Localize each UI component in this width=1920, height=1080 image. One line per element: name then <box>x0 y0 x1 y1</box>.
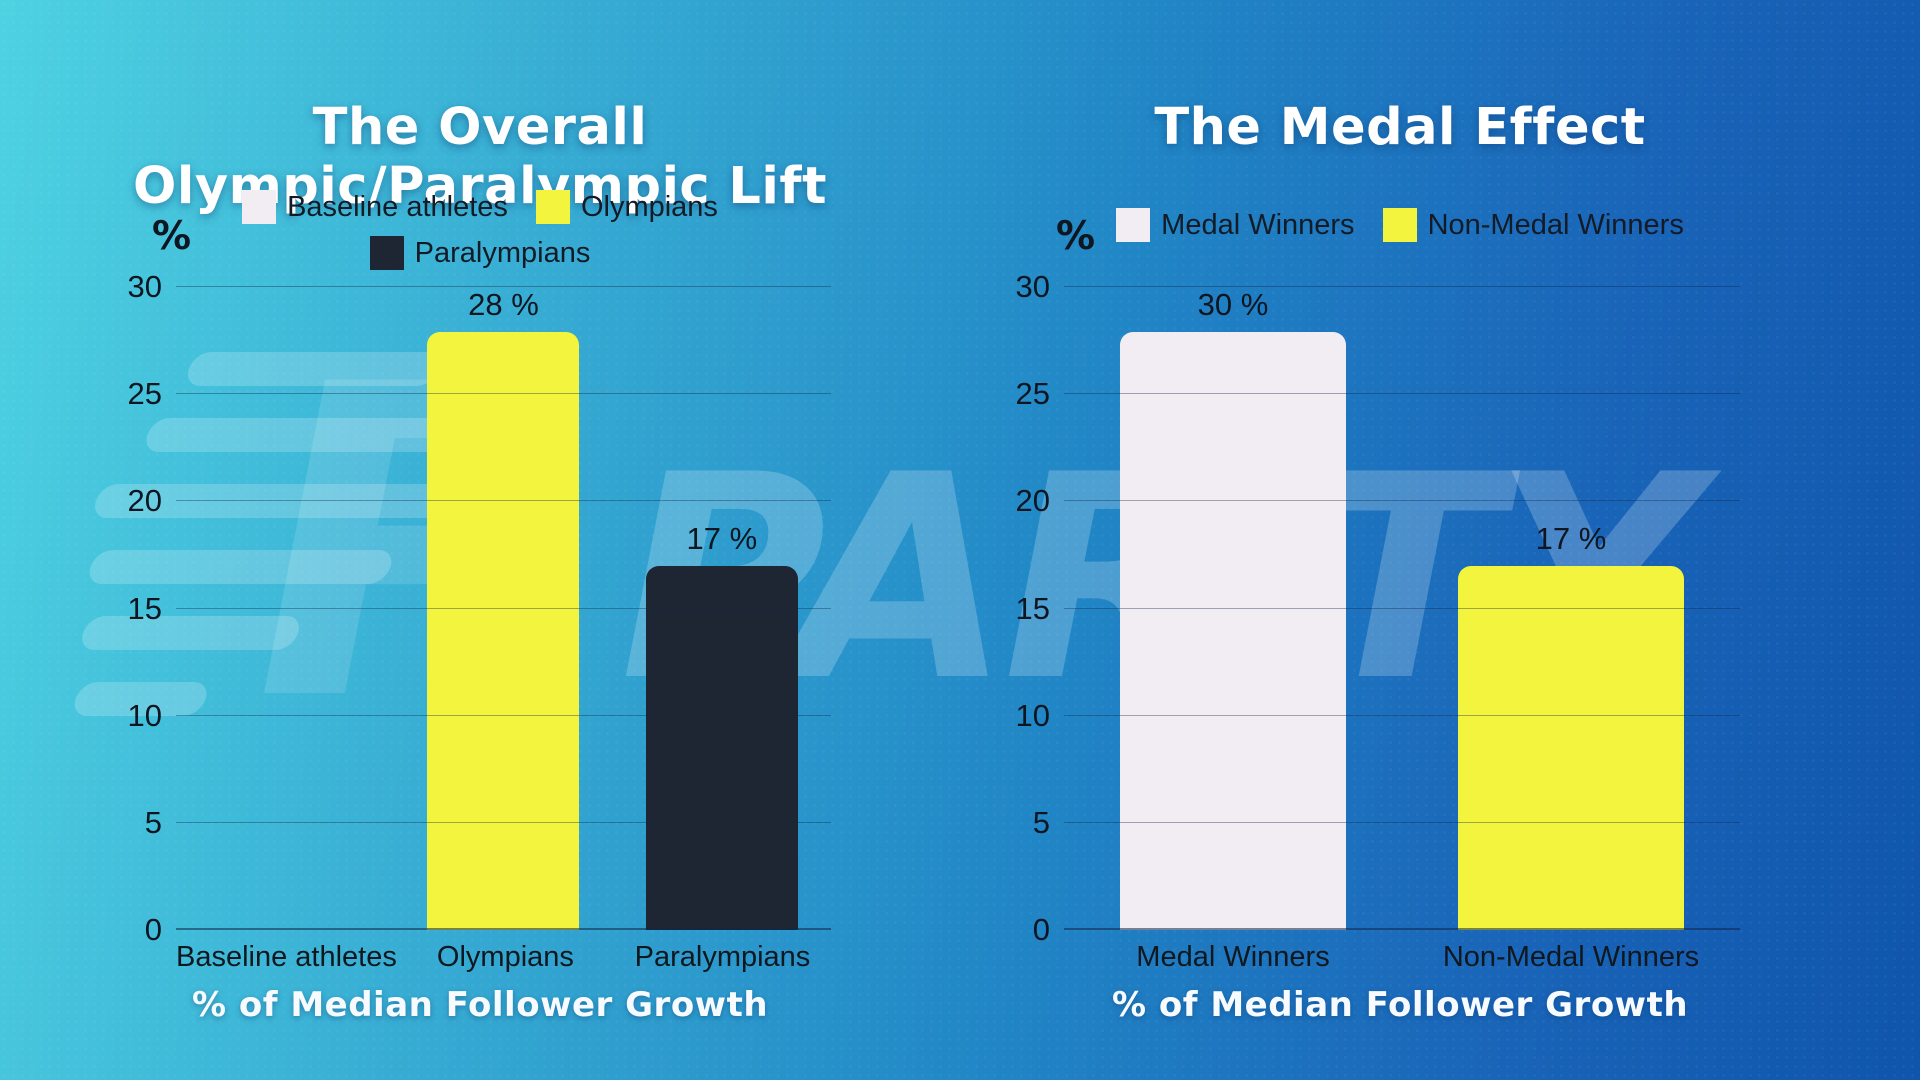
y-axis: 0 5 10 15 20 25 30 <box>40 269 162 947</box>
legend-label: Olympians <box>580 190 718 223</box>
gridline <box>1064 393 1740 395</box>
chart-medal-effect: The Medal Effect Medal Winners Non-Medal … <box>950 0 1850 1080</box>
x-axis-line <box>1064 928 1740 930</box>
y-tick-label: 20 <box>1015 483 1050 519</box>
y-tick-label: 5 <box>1032 804 1050 840</box>
plot-area: 30 % 17 % <box>1064 286 1740 930</box>
legend-item: Paralympians <box>369 236 591 270</box>
legend: Baseline athletes Olympians Paralympians <box>40 190 920 270</box>
bar-value-label: 28 % <box>468 287 539 322</box>
x-axis-labels: Baseline athletes Olympians Paralympians <box>176 941 831 974</box>
bar-value-label: 17 % <box>1535 520 1607 556</box>
bar-slot: 17 % <box>613 287 831 930</box>
y-axis: 0 5 10 15 20 25 30 <box>950 269 1050 947</box>
bar-slot <box>176 287 394 930</box>
legend-swatch <box>242 190 277 224</box>
legend-label: Non-Medal Winners <box>1427 208 1684 241</box>
gridline <box>176 821 831 823</box>
gridline <box>176 500 831 502</box>
bar-olympians <box>427 332 580 930</box>
y-tick-label: 30 <box>1015 269 1050 304</box>
x-axis-label: Medal Winners <box>1136 941 1330 973</box>
y-tick-label: 10 <box>1015 697 1050 733</box>
gridline <box>1064 714 1740 716</box>
y-tick-label: 15 <box>127 590 162 626</box>
y-tick-label: 0 <box>144 912 162 947</box>
gridline <box>176 714 831 716</box>
legend-swatch <box>535 190 570 224</box>
legend-swatch <box>1382 208 1417 242</box>
legend-item: Medal Winners <box>1116 208 1355 242</box>
bar-slot: 17 % <box>1402 287 1740 930</box>
gridline <box>176 607 831 609</box>
bar-slots: 30 % 17 % <box>1064 287 1740 930</box>
y-tick-label: 10 <box>127 697 162 733</box>
y-tick-label: 25 <box>127 376 162 412</box>
legend-label: Medal Winners <box>1161 208 1355 241</box>
legend-item: Olympians <box>535 190 718 224</box>
plot-area: 28 % 17 % <box>176 286 831 930</box>
y-tick-label: 25 <box>1015 376 1050 412</box>
x-axis-label: Non-Medal Winners <box>1442 941 1700 973</box>
bar-slot: 30 % <box>1064 287 1402 930</box>
bar-value-label: 30 % <box>1197 287 1269 322</box>
gridline <box>176 393 831 395</box>
x-axis-label: Olympians <box>436 941 574 973</box>
legend-item: Non-Medal Winners <box>1382 208 1684 242</box>
gridline <box>1064 500 1740 502</box>
x-axis-labels: Medal Winners Non-Medal Winners <box>1064 941 1740 974</box>
chart-caption: % of Median Follower Growth <box>191 985 769 1025</box>
x-axis-label: Paralympians <box>634 941 811 973</box>
bar-slots: 28 % 17 % <box>176 287 831 930</box>
bar-value-label: 17 % <box>686 520 758 556</box>
bar-non-medal-winners <box>1458 565 1684 930</box>
y-tick-label: 20 <box>127 483 162 519</box>
y-axis-unit-label: % <box>152 214 192 259</box>
bar-paralympians <box>645 565 798 930</box>
chart-olympic-paralympic-lift: The Overall Olympic/Paralympic Lift Base… <box>40 0 920 1080</box>
bar-medal-winners <box>1120 332 1346 930</box>
legend-swatch <box>1116 208 1151 242</box>
bar-slot: 28 % <box>394 287 612 930</box>
x-axis-line <box>176 928 831 930</box>
chart-caption: % of Median Follower Growth <box>1111 985 1689 1025</box>
y-tick-label: 5 <box>144 804 162 840</box>
gridline <box>1064 821 1740 823</box>
y-tick-label: 30 <box>127 269 162 304</box>
y-tick-label: 15 <box>1015 590 1050 626</box>
x-axis-label: Baseline athletes <box>176 941 397 973</box>
legend-swatch <box>369 236 404 270</box>
gridline <box>1064 286 1740 287</box>
legend-item: Baseline athletes <box>242 190 508 224</box>
legend: Medal Winners Non-Medal Winners <box>950 208 1850 242</box>
legend-label: Baseline athletes <box>287 190 508 223</box>
gridline <box>1064 607 1740 609</box>
y-axis-unit-label: % <box>1056 214 1096 259</box>
gridline <box>176 286 831 287</box>
legend-label: Paralympians <box>414 236 591 269</box>
y-tick-label: 0 <box>1032 912 1050 947</box>
chart-title: The Medal Effect <box>1154 98 1646 158</box>
